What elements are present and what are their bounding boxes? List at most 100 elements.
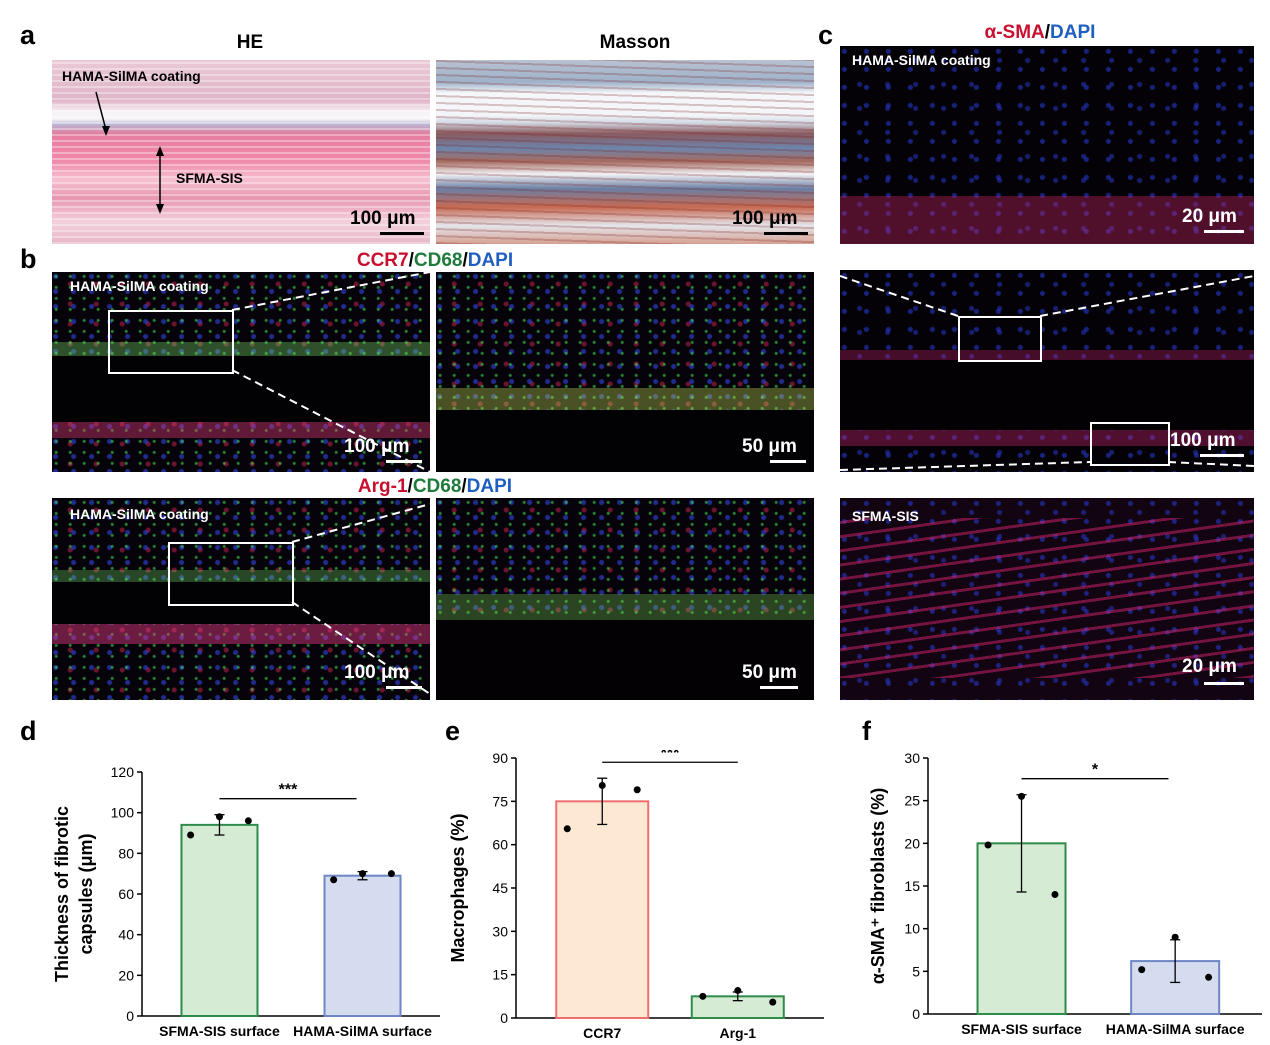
y-tick-label: 80 [118, 845, 134, 861]
data-point [984, 841, 992, 849]
panel-label-b: b [20, 244, 37, 274]
y-tick-label: 45 [492, 880, 508, 896]
coating-label: HAMA-SilMA coating [70, 506, 209, 522]
zoom-box-top [958, 316, 1042, 362]
ccr7-title: CCR7/CD68/DAPI [300, 250, 570, 272]
gap-band [436, 620, 814, 700]
y-tick-label: 10 [904, 921, 920, 937]
bar [323, 874, 402, 1017]
x-tick-label: HAMA-SilMA surface [293, 1023, 432, 1039]
title-slash: / [408, 250, 414, 271]
data-point [387, 870, 395, 878]
data-point [633, 786, 641, 794]
masson-scale-bar [764, 232, 808, 235]
scale-bar [386, 460, 422, 463]
y-axis-label: α-SMA⁺ fibroblasts (%) [868, 788, 888, 985]
ccr7-overview-image: HAMA-SilMA coating 100 μm [52, 272, 430, 472]
scale-bar [1204, 230, 1244, 233]
coating-label: HAMA-SilMA coating [852, 52, 991, 68]
title-slash: / [407, 476, 413, 497]
arg1-overview-image: HAMA-SilMA coating 100 μm [52, 498, 430, 700]
gap-band [840, 360, 1254, 430]
y-tick-label: 0 [912, 1006, 920, 1022]
data-point [1171, 933, 1179, 941]
data-point [598, 781, 606, 789]
x-tick-label: SFMA-SIS surface [159, 1023, 280, 1039]
data-point [215, 813, 223, 821]
chart-f: 0 5 10 15 20 25 30 SFMA-SIS surface HAMA-SilMA s… [868, 750, 1262, 1037]
data-point [1018, 792, 1026, 800]
arg1-zoom-image: 50 μm [436, 498, 814, 700]
arg1-title: Arg-1/CD68/DAPI [300, 476, 570, 498]
tissue-band [436, 388, 814, 410]
title-slash: / [1044, 22, 1051, 43]
y-tick-label: 0 [500, 1010, 508, 1026]
sis-label: SFMA-SIS [852, 508, 919, 524]
scale-label: 20 μm [1182, 206, 1237, 227]
annotation-arrows [95, 91, 164, 214]
he-scale-label: 100 μm [350, 208, 416, 229]
title-cd68: CD68 [413, 250, 463, 271]
he-title: HE [236, 32, 264, 53]
title-slash: / [461, 476, 467, 497]
title-dapi: DAPI [467, 250, 514, 271]
title-sma: α-SMA [984, 22, 1045, 43]
ccr7-zoom-image: 50 μm [436, 272, 814, 472]
zoom-lines [231, 272, 430, 472]
y-tick-label: 120 [111, 764, 135, 780]
data-point [734, 987, 742, 995]
zoom-box [108, 310, 234, 374]
title-ccr7: CCR7 [356, 250, 409, 271]
tissue-band [52, 624, 430, 644]
x-tick-label: HAMA-SilMA surface [1106, 1021, 1245, 1037]
title-arg1: Arg-1 [357, 476, 408, 497]
data-point [699, 992, 707, 1000]
panel-label-a: a [20, 20, 36, 50]
y-tick-label: 60 [118, 886, 134, 902]
data-point [563, 825, 571, 833]
data-point [187, 831, 195, 839]
scale-bar [1204, 682, 1244, 685]
tissue-band [840, 196, 1254, 244]
x-tick-label: SFMA-SIS surface [961, 1021, 1082, 1037]
sma-bottom-image: SFMA-SIS 20 μm [840, 498, 1254, 700]
y-tick-label: 60 [492, 837, 508, 853]
scale-label: 100 μm [344, 662, 410, 683]
bar [555, 800, 650, 1020]
data-point [769, 998, 777, 1006]
scale-label: 50 μm [742, 436, 797, 457]
x-tick-label: Arg-1 [719, 1025, 756, 1041]
scale-label: 100 μm [1170, 430, 1236, 451]
zoom-box [168, 542, 294, 606]
y-axis-label-line: Thickness of fibrotic [52, 806, 72, 982]
y-tick-label: 100 [111, 805, 135, 821]
tissue-band [52, 342, 430, 356]
scale-bar [386, 686, 422, 689]
y-tick-label: 90 [492, 750, 508, 766]
title-slash: / [462, 250, 468, 271]
y-axis-label-line: capsules (μm) [76, 833, 96, 954]
he-image: HAMA-SilMA coating SFMA-SIS 100 μm [52, 60, 430, 244]
scale-label: 50 μm [742, 662, 797, 683]
masson-title: Masson [599, 32, 671, 53]
zoom-box-bottom [1090, 422, 1170, 466]
y-tick-label: 5 [912, 963, 920, 979]
data-point [244, 817, 252, 825]
y-tick-label: 15 [904, 878, 920, 894]
masson-scale-label: 100 μm [732, 208, 798, 229]
he-scale-bar [380, 232, 424, 235]
x-tick-label: CCR7 [583, 1025, 621, 1041]
significance-label: *** [279, 782, 298, 799]
gap-band [52, 582, 430, 624]
y-tick-label: 15 [492, 967, 508, 983]
y-tick-label: 30 [492, 923, 508, 939]
y-tick-label: 75 [492, 793, 508, 809]
y-tick-label: 30 [904, 750, 920, 766]
data-point [330, 876, 338, 884]
tissue-band [436, 594, 814, 620]
y-tick-label: 25 [904, 793, 920, 809]
panel-label-c: c [818, 20, 834, 50]
masson-image: 100 μm [436, 60, 814, 244]
tissue-band [840, 430, 1254, 446]
significance-label: *** [661, 750, 680, 762]
